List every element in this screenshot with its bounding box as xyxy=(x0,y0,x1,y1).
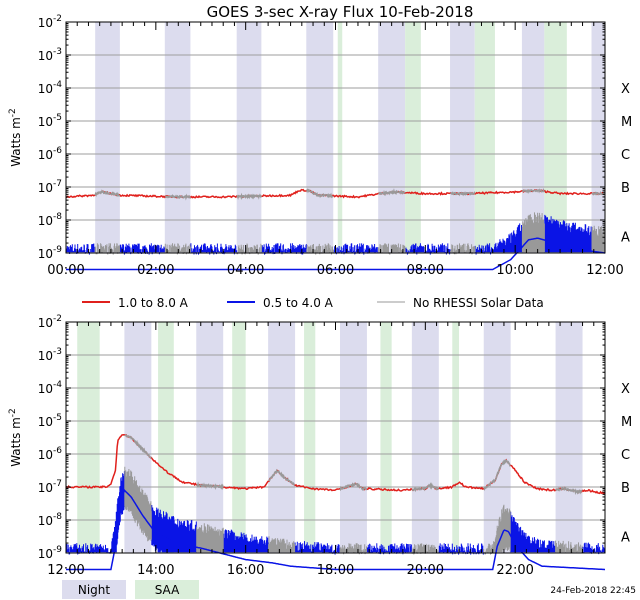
series-long-line xyxy=(65,188,606,199)
night-band xyxy=(236,22,262,253)
x-tick-label: 22:00 xyxy=(496,563,533,578)
x-tick-label: 20:00 xyxy=(407,563,444,578)
y-tick-label: 10-5 xyxy=(38,413,62,429)
flare-class-label: M xyxy=(621,115,632,130)
y-tick-label: 10-4 xyxy=(38,380,63,396)
y-tick-label: 10-7 xyxy=(38,479,62,495)
y-axis-label: Watts m-2 xyxy=(8,108,23,167)
y-tick-label: 10-2 xyxy=(38,14,62,30)
y-tick-label: 10-8 xyxy=(38,512,63,528)
saa-band xyxy=(474,22,495,253)
series-short-line xyxy=(66,488,605,571)
saa-band xyxy=(304,322,316,553)
series-long-line xyxy=(65,434,606,495)
night-band xyxy=(268,322,296,553)
bottom-panel: 10-9 10-8 10-7 10-6 10-5 10-4 10-3 10-2 Watts m-… xyxy=(8,314,632,578)
night-legend-swatch xyxy=(62,580,126,599)
night-band xyxy=(555,322,583,553)
x-tick-label: 06:00 xyxy=(317,263,354,278)
saa-band xyxy=(77,322,100,553)
x-tick-label: 02:00 xyxy=(137,263,174,278)
y-tick-label: 10-5 xyxy=(38,113,62,129)
generated-timestamp: 24-Feb-2018 22:45 xyxy=(550,586,636,596)
night-band xyxy=(450,22,475,253)
flare-class-label: X xyxy=(621,382,630,397)
night-band xyxy=(521,22,545,253)
night-band xyxy=(164,22,191,253)
saa-legend-swatch xyxy=(135,580,199,599)
rhessi-gap-noise xyxy=(124,466,583,555)
chart-title: GOES 3-sec X-ray Flux 10-Feb-2018 xyxy=(207,3,474,21)
flare-class-label: B xyxy=(621,181,630,196)
saa-band xyxy=(232,322,246,553)
flare-class-label: A xyxy=(621,531,630,546)
saa-band xyxy=(337,22,343,253)
y-tick-label: 10-9 xyxy=(38,245,63,261)
y-tick-label: 10-6 xyxy=(38,146,63,162)
saa-band xyxy=(544,22,567,253)
night-legend-label: Night xyxy=(78,583,111,597)
legend-long-label: 1.0 to 8.0 A xyxy=(118,296,189,310)
saa-band xyxy=(452,322,460,553)
x-tick-label: 00:00 xyxy=(47,263,84,278)
legend-short-label: 0.5 to 4.0 A xyxy=(263,296,334,310)
x-tick-label: 18:00 xyxy=(317,563,354,578)
y-tick-label: 10-7 xyxy=(38,179,62,195)
x-tick-label: 08:00 xyxy=(407,263,444,278)
night-band xyxy=(378,22,406,253)
flare-class-label: M xyxy=(621,415,632,430)
night-band xyxy=(339,322,367,553)
series-legend: 1.0 to 8.0 A 0.5 to 4.0 A No RHESSI Sola… xyxy=(82,296,544,310)
night-band xyxy=(95,22,120,253)
x-tick-label: 04:00 xyxy=(227,263,264,278)
saa-band xyxy=(158,322,174,553)
y-tick-label: 10-3 xyxy=(38,47,62,63)
y-tick-label: 10-2 xyxy=(38,314,62,330)
flare-class-label: A xyxy=(621,231,630,246)
y-tick-label: 10-8 xyxy=(38,212,63,228)
y-tick-label: 10-3 xyxy=(38,347,62,363)
x-tick-label: 10:00 xyxy=(496,263,533,278)
flare-class-label: C xyxy=(621,148,630,163)
flare-class-label: X xyxy=(621,82,630,97)
saa-band xyxy=(380,322,392,553)
y-tick-label: 10-9 xyxy=(38,545,63,561)
x-tick-label: 12:00 xyxy=(47,563,84,578)
flare-class-label: C xyxy=(621,448,630,463)
series-short-line xyxy=(66,237,606,271)
rhessi-gap-long-line xyxy=(94,187,606,201)
shading-legend: Night SAA xyxy=(62,580,199,599)
saa-band xyxy=(405,22,421,253)
y-axis-label: Watts m-2 xyxy=(8,408,23,467)
x-tick-label: 16:00 xyxy=(227,563,264,578)
top-panel: 10-9 10-8 10-7 10-6 10-5 10-4 10-3 10-2 Watts m-… xyxy=(8,14,632,278)
rhessi-gap-long-line xyxy=(124,434,583,496)
y-tick-label: 10-4 xyxy=(38,80,63,96)
night-band xyxy=(591,22,605,253)
legend-rhessi-label: No RHESSI Solar Data xyxy=(413,296,544,310)
y-tick-label: 10-6 xyxy=(38,446,63,462)
saa-legend-label: SAA xyxy=(155,583,180,597)
flare-class-label: B xyxy=(621,481,630,496)
x-tick-label: 14:00 xyxy=(137,563,174,578)
night-band xyxy=(306,22,334,253)
night-band xyxy=(411,322,439,553)
night-band xyxy=(196,322,224,553)
x-tick-label: 12:00 xyxy=(586,263,623,278)
